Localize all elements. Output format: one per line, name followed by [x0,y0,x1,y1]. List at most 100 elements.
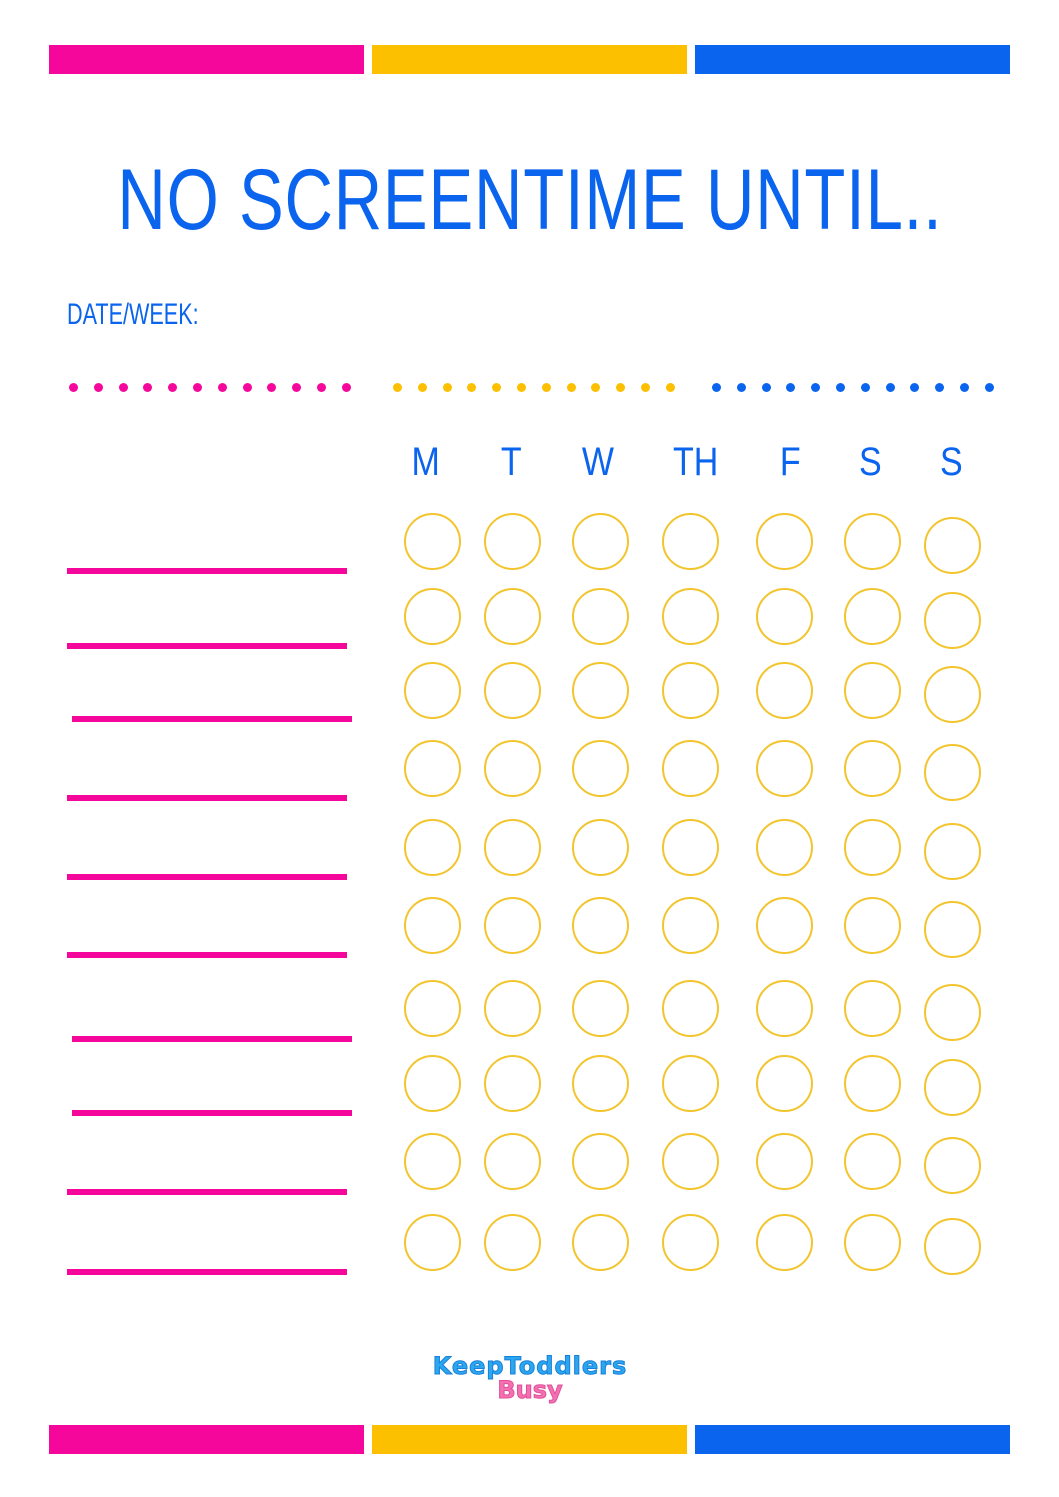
checkbox-circle[interactable] [404,980,461,1037]
day-label: W [581,440,615,484]
task-write-line[interactable] [67,568,347,574]
divider-dot [786,383,796,392]
checkbox-circle[interactable] [484,897,541,954]
checkbox-circle[interactable] [924,984,981,1041]
checkbox-circle[interactable] [924,592,981,649]
checkbox-circle[interactable] [924,744,981,801]
divider-dot [143,383,153,392]
checkbox-circle[interactable] [572,740,629,797]
checkbox-circle[interactable] [404,588,461,645]
checkbox-circle[interactable] [662,740,719,797]
day-label: T [500,440,522,484]
checkbox-circle[interactable] [572,980,629,1037]
checkbox-circle[interactable] [404,1133,461,1190]
checkbox-circle[interactable] [756,588,813,645]
checkbox-circle[interactable] [924,517,981,574]
checkbox-circle[interactable] [844,819,901,876]
checkbox-circle[interactable] [572,513,629,570]
checkbox-circle[interactable] [404,819,461,876]
checkbox-circle[interactable] [404,1055,461,1112]
checkbox-circle[interactable] [572,588,629,645]
checkbox-circle[interactable] [924,901,981,958]
checkbox-circle[interactable] [572,819,629,876]
checkbox-circle[interactable] [484,1133,541,1190]
checkbox-circle[interactable] [484,1055,541,1112]
checkbox-circle[interactable] [484,1214,541,1271]
divider-dot [217,383,227,392]
checkbox-circle[interactable] [756,1055,813,1112]
checkbox-circle[interactable] [844,897,901,954]
task-write-line[interactable] [67,795,347,801]
checkbox-circle[interactable] [572,1133,629,1190]
checkbox-circle[interactable] [484,819,541,876]
checkbox-circle[interactable] [484,513,541,570]
checkbox-circle[interactable] [404,740,461,797]
checkbox-circle[interactable] [404,662,461,719]
checkbox-circle[interactable] [572,1055,629,1112]
top-bar-yellow [372,45,687,74]
task-write-line[interactable] [72,716,352,722]
checkbox-circle[interactable] [662,819,719,876]
checkbox-circle[interactable] [844,1214,901,1271]
checkbox-circle[interactable] [662,513,719,570]
checkbox-circle[interactable] [484,740,541,797]
checkbox-circle[interactable] [484,662,541,719]
checkbox-circle[interactable] [662,588,719,645]
checkbox-circle[interactable] [404,897,461,954]
checkbox-circle[interactable] [844,980,901,1037]
checkbox-circle[interactable] [572,662,629,719]
checkbox-circle[interactable] [756,740,813,797]
checkbox-circle[interactable] [844,1055,901,1112]
task-write-line[interactable] [72,1036,352,1042]
checkbox-circle[interactable] [484,980,541,1037]
divider-dot [665,383,675,392]
checkbox-circle[interactable] [756,1214,813,1271]
top-bar-blue [695,45,1010,74]
checkbox-circle[interactable] [662,1055,719,1112]
checkbox-circle[interactable] [924,666,981,723]
checkbox-circle[interactable] [756,980,813,1037]
checkbox-circle[interactable] [756,513,813,570]
checkbox-circle[interactable] [844,1133,901,1190]
checkbox-circle[interactable] [756,662,813,719]
top-bar-pink [49,45,364,74]
divider-dot [712,383,721,392]
task-write-line[interactable] [67,643,347,649]
checkbox-circle[interactable] [924,823,981,880]
task-write-line[interactable] [67,1189,347,1195]
checkbox-circle[interactable] [662,897,719,954]
divider-dot [885,383,895,392]
checkbox-circle[interactable] [662,980,719,1037]
checkbox-circle[interactable] [484,588,541,645]
checkbox-circle[interactable] [844,588,901,645]
task-write-line[interactable] [72,1110,352,1116]
checkbox-circle[interactable] [924,1137,981,1194]
checkbox-circle[interactable] [756,1133,813,1190]
divider-dot [984,383,994,392]
checkbox-circle[interactable] [924,1059,981,1116]
checkbox-circle[interactable] [844,662,901,719]
day-label: S [939,440,963,484]
checkbox-circle[interactable] [572,1214,629,1271]
checkbox-circle[interactable] [756,897,813,954]
divider-dot [641,383,650,392]
task-write-line[interactable] [67,874,347,880]
task-write-line[interactable] [67,952,347,958]
divider-dot [761,383,771,392]
checkbox-circle[interactable] [662,662,719,719]
divider-dot [69,383,78,392]
checkbox-circle[interactable] [572,897,629,954]
checkbox-circle[interactable] [844,740,901,797]
task-write-line[interactable] [67,1269,347,1275]
checkbox-circle[interactable] [662,1133,719,1190]
divider-dot [910,383,920,392]
day-label: F [779,440,801,484]
divider-dot [591,383,601,392]
divider-dot [935,383,945,392]
checkbox-circle[interactable] [924,1218,981,1275]
checkbox-circle[interactable] [662,1214,719,1271]
checkbox-circle[interactable] [404,1214,461,1271]
checkbox-circle[interactable] [756,819,813,876]
checkbox-circle[interactable] [844,513,901,570]
checkbox-circle[interactable] [404,513,461,570]
